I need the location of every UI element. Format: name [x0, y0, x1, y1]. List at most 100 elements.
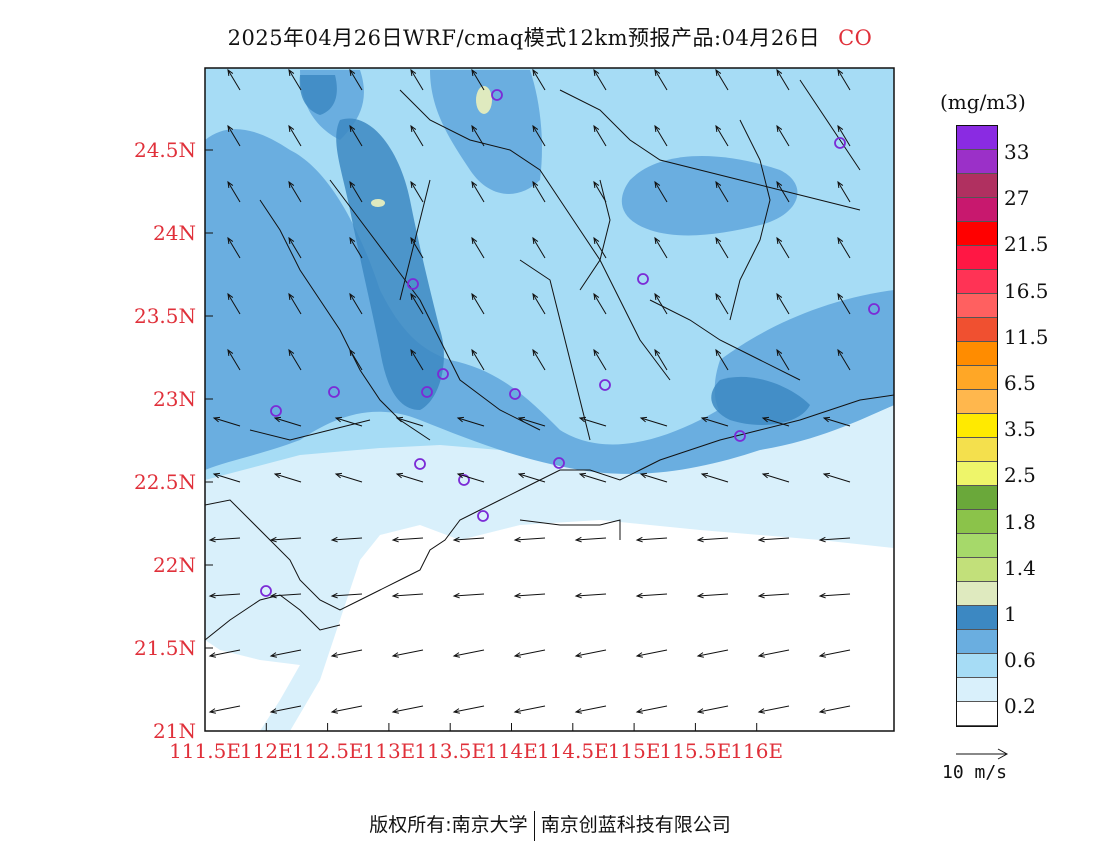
wind-arrow-head — [635, 708, 643, 714]
wind-arrow-head — [452, 708, 460, 714]
wind-arrow — [270, 537, 302, 541]
wind-arrow — [654, 293, 668, 315]
wind-arrow-head — [757, 708, 765, 714]
wind-arrow — [532, 69, 546, 91]
wind-arrow-head — [391, 652, 399, 658]
wind-arrow — [636, 649, 668, 657]
wind-arrow — [331, 705, 363, 713]
legend-label: 0.6 — [1004, 648, 1036, 673]
wind-arrow-head — [593, 124, 600, 133]
wind-arrow — [209, 705, 241, 713]
x-tick-label: 116E — [730, 739, 783, 763]
wind-arrow-head — [330, 652, 338, 658]
legend-label: 1 — [1004, 602, 1017, 626]
legend-swatch — [957, 342, 997, 366]
wind-arrow-head — [452, 652, 460, 658]
wind-key-label: 10 m/s — [942, 762, 1008, 783]
y-tick-label: 24N — [153, 221, 196, 245]
wind-arrow-head — [696, 708, 704, 714]
wind-arrow — [453, 705, 485, 713]
wind-arrow-head — [227, 68, 234, 77]
wind-arrow — [579, 473, 607, 483]
wind-arrow — [471, 69, 485, 91]
wind-arrow — [335, 417, 363, 427]
wind-arrow-head — [837, 348, 844, 357]
copyright-left: 版权所有:南京大学 — [369, 814, 528, 836]
wind-arrow — [227, 69, 241, 91]
wind-arrow — [640, 473, 668, 483]
wind-arrow — [715, 181, 729, 203]
wind-arrow-head — [532, 348, 539, 357]
x-tick-label: 114.5E — [537, 739, 609, 763]
y-axis: 21N 21.5N 22N 22.5N 23N 23.5N 24N 24.5N — [134, 138, 213, 743]
legend-swatch — [957, 606, 997, 630]
wind-arrow-head — [513, 536, 521, 543]
wind-arrow-head — [208, 536, 216, 543]
wind-arrow — [697, 537, 729, 541]
legend-swatch — [957, 246, 997, 270]
x-tick-label: 113.5E — [414, 739, 486, 763]
wind-arrow — [396, 417, 424, 427]
legend-swatch — [957, 558, 997, 582]
wind-arrow-head — [654, 124, 661, 133]
wind-arrow-head — [471, 236, 478, 245]
wind-arrow — [227, 181, 241, 203]
wind-arrow — [593, 181, 607, 203]
legend-swatch — [957, 150, 997, 174]
wind-arrow-head — [593, 348, 600, 357]
legend-swatch — [957, 174, 997, 198]
wind-arrow — [837, 125, 851, 147]
wind-arrow — [762, 417, 790, 427]
wind-arrow — [579, 417, 607, 427]
legend-swatch — [957, 582, 997, 606]
wind-arrow-head — [513, 652, 521, 658]
legend-label: 6.5 — [1004, 371, 1036, 395]
x-tick-label: 112E — [240, 739, 293, 763]
wind-arrow-head — [837, 180, 844, 189]
wind-arrow — [518, 473, 546, 483]
legend-label: 1.4 — [1004, 555, 1036, 580]
wind-arrow — [715, 293, 729, 315]
wind-arrow-head — [227, 348, 234, 357]
wind-arrow-head — [395, 416, 404, 423]
wind-arrow-head — [288, 236, 295, 245]
wind-arrow — [701, 417, 729, 427]
wind-arrow — [593, 293, 607, 315]
legend-label: 27 — [1004, 186, 1030, 211]
wind-arrow — [270, 593, 302, 597]
wind-arrow-head — [700, 472, 709, 479]
wind-arrow — [758, 649, 790, 657]
wind-arrow-head — [654, 180, 661, 189]
legend-swatch — [957, 510, 997, 534]
y-tick-label: 24.5N — [134, 138, 196, 162]
wind-arrow — [410, 349, 424, 371]
wind-arrow-head — [269, 592, 277, 599]
x-axis: 111.5E112E112.5E113E113.5E114E114.5E115E… — [169, 723, 783, 763]
wind-arrow-head — [513, 708, 521, 714]
legend-swatch — [957, 438, 997, 462]
legend-swatch — [957, 294, 997, 318]
x-tick-label: 115E — [608, 739, 661, 763]
wind-arrow — [636, 593, 668, 597]
wind-arrow — [776, 181, 790, 203]
wind-arrow — [209, 593, 241, 597]
wind-arrow-head — [574, 652, 582, 658]
wind-arrow — [514, 593, 546, 597]
wind-arrow-head — [349, 292, 356, 301]
wind-arrow-head — [208, 652, 216, 658]
legend-swatch — [957, 414, 997, 438]
wind-arrow-head — [654, 236, 661, 245]
wind-arrow — [823, 417, 851, 427]
wind-arrow — [715, 125, 729, 147]
wind-arrow — [514, 649, 546, 657]
copyright-divider — [533, 810, 535, 841]
wind-arrow — [819, 649, 851, 657]
wind-arrow-head — [696, 592, 704, 599]
legend-unit: (mg/m3) — [940, 90, 1026, 114]
wind-arrow-head — [227, 180, 234, 189]
wind-arrow — [457, 417, 485, 427]
wind-arrow — [654, 181, 668, 203]
y-tick-label: 21N — [153, 719, 196, 743]
wind-arrow-head — [452, 592, 460, 599]
wind-arrow — [697, 705, 729, 713]
